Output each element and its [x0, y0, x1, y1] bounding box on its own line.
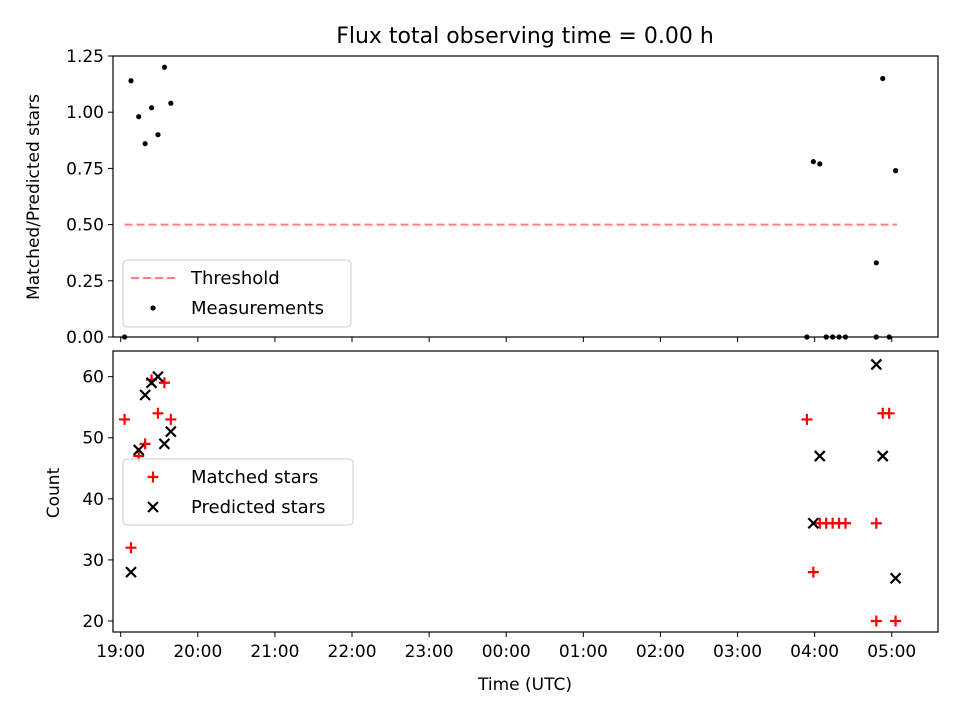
measurement-point — [148, 105, 155, 111]
legend-entry-label: Threshold — [190, 268, 280, 289]
measurement-point — [817, 161, 823, 167]
y-tick-label: 20 — [82, 612, 104, 632]
matched-stars-marker — [839, 517, 851, 529]
x-tick-label: 05:00 — [867, 642, 916, 662]
predicted-stars-marker — [165, 425, 177, 438]
x-tick-label: 19:00 — [96, 642, 145, 662]
predicted-stars-marker — [158, 438, 171, 450]
matched-stars-marker — [158, 377, 170, 389]
matched-stars-marker — [890, 615, 902, 627]
top-y-axis-label: Matched/Predicted stars — [24, 94, 44, 300]
measurement-point — [810, 159, 816, 165]
x-tick-label: 03:00 — [713, 642, 762, 662]
x-tick-label: 23:00 — [405, 642, 454, 662]
plot-frame — [112, 55, 939, 338]
predicted-stars-marker — [125, 566, 137, 578]
legend: Threshold Measurements — [122, 259, 352, 328]
measurement-point — [880, 75, 886, 82]
y-tick-label: 0.75 — [66, 159, 104, 179]
y-tick-label: 60 — [82, 368, 104, 388]
x-tick-label: 00:00 — [482, 642, 531, 662]
legend-plus-swatch — [147, 471, 159, 483]
predicted-stars-marker — [807, 517, 820, 530]
measurement-point — [155, 132, 161, 138]
y-tick-label: 0.50 — [66, 216, 104, 236]
x-axis-label: Time (UTC) — [477, 675, 572, 695]
y-tick-label: 0.25 — [66, 272, 104, 292]
matched-stars-marker — [883, 407, 895, 419]
predicted-stars-marker — [870, 358, 883, 371]
measurement-point — [128, 78, 134, 84]
measurement-point — [161, 64, 168, 70]
matched-stars-marker — [870, 615, 882, 627]
y-tick-label: 40 — [82, 490, 104, 510]
legend: Matched stars Predicted stars — [122, 458, 354, 526]
legend-entry-label: Measurements — [191, 298, 324, 319]
matched-stars-marker — [870, 517, 882, 529]
matched-stars-marker — [165, 413, 177, 425]
y-tick-label: 1.00 — [66, 103, 104, 123]
x-tick-label: 02:00 — [636, 642, 685, 662]
matched-stars-marker — [119, 413, 131, 425]
matched-stars-marker — [801, 413, 813, 425]
matched-stars-marker — [139, 438, 151, 450]
measurement-point — [136, 114, 142, 120]
matched-stars-marker — [152, 407, 164, 419]
series-measurements — [121, 64, 899, 340]
predicted-stars-marker — [139, 389, 151, 401]
predicted-stars-marker — [152, 370, 164, 383]
x-tick-label: 01:00 — [559, 642, 608, 662]
legend-dot-swatch — [150, 305, 156, 311]
star-count-panel: 19:00 20:00 21:00 22:00 23:00 00:00 01:00 02:00… — [82, 350, 939, 662]
y-tick-label: 50 — [82, 429, 104, 449]
legend-box — [122, 458, 354, 526]
measurement-point — [142, 141, 148, 147]
y-tick-label: 30 — [82, 551, 104, 571]
predicted-stars-marker — [132, 444, 145, 456]
legend-box — [122, 259, 352, 328]
x-tick-label: 21:00 — [250, 642, 299, 662]
chart-title: Flux total observing time = 0.00 h — [336, 24, 714, 49]
y-tick-label: 1.25 — [66, 47, 104, 67]
measurement-point — [873, 260, 879, 266]
predicted-stars-marker — [876, 450, 889, 462]
matched-stars-marker — [807, 566, 819, 578]
y-tick-label: 0.00 — [66, 328, 104, 348]
legend-entry-label: Matched stars — [191, 467, 318, 488]
series-predicted-stars — [125, 358, 902, 585]
plot-frame — [112, 350, 939, 633]
measurement-point — [168, 100, 174, 106]
legend-entry-label: Predicted stars — [191, 497, 325, 518]
predicted-stars-marker — [889, 572, 902, 585]
x-tick-label: 04:00 — [790, 642, 839, 662]
predicted-stars-marker — [813, 450, 826, 462]
legend-cross-swatch — [147, 501, 159, 513]
flux-ratio-panel: 0.00 0.25 0.50 0.75 1.00 1.25 Threshold Measure… — [66, 47, 939, 348]
x-tick-label: 20:00 — [173, 642, 222, 662]
matched-stars-marker — [125, 542, 137, 554]
x-tick-label: 22:00 — [328, 642, 377, 662]
measurement-point — [892, 168, 899, 174]
bottom-y-axis-label: Count — [44, 467, 64, 518]
